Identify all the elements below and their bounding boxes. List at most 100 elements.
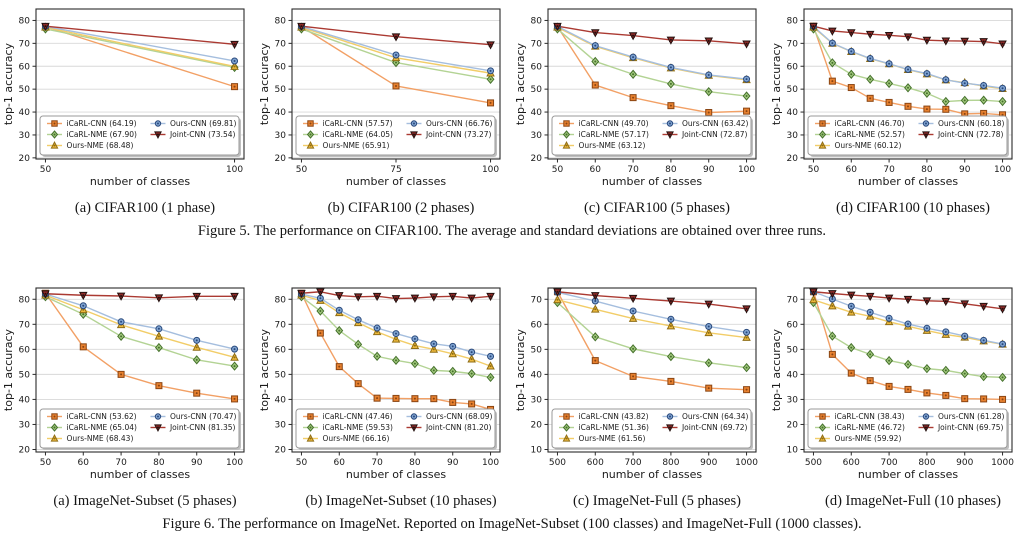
chart-cifar100-1-phase: 20 30 40 50 60 70 80 50 100 number of classes top-…	[2, 8, 245, 188]
chart-cifar100-5-phases: 20 30 40 50 60 70 80 50 60 70 80 90 100 number of cla…	[514, 8, 757, 188]
svg-text:iCaRL-NME (59.53): iCaRL-NME (59.53)	[323, 423, 393, 432]
svg-text:top-1 accuracy: top-1 accuracy	[770, 328, 783, 411]
chart-cell-cifar100-5-phases: 20 30 40 50 60 70 80 50 60 70 80 90 100 number of cla…	[512, 3, 768, 217]
svg-text:iCaRL-NME (57.17): iCaRL-NME (57.17)	[579, 130, 649, 139]
svg-text:60: 60	[531, 62, 543, 72]
svg-text:800: 800	[918, 458, 935, 468]
svg-text:50: 50	[275, 370, 287, 380]
svg-text:number of classes: number of classes	[90, 175, 191, 188]
svg-text:Joint-CNN (72.87): Joint-CNN (72.87)	[681, 130, 748, 139]
svg-text:70: 70	[627, 165, 639, 175]
chart-cell-imagenet-subset-10-phases: 20 30 40 50 60 70 80 50 60 70 80 90 100 number of cla…	[256, 282, 512, 510]
svg-text:30: 30	[787, 395, 799, 405]
svg-text:80: 80	[409, 458, 421, 468]
svg-text:80: 80	[531, 16, 543, 26]
chart-cell-imagenet-subset-5-phases: 20 30 40 50 60 70 80 50 60 70 80 90 100 number of cla…	[0, 282, 256, 510]
svg-text:20: 20	[787, 420, 799, 430]
svg-text:40: 40	[787, 108, 799, 118]
svg-text:40: 40	[275, 395, 287, 405]
svg-text:50: 50	[787, 85, 799, 95]
svg-text:iCaRL-CNN (64.19): iCaRL-CNN (64.19)	[67, 119, 137, 128]
svg-text:number of classes: number of classes	[602, 468, 703, 481]
svg-text:50: 50	[40, 458, 52, 468]
svg-text:number of classes: number of classes	[858, 175, 959, 188]
svg-text:40: 40	[531, 370, 543, 380]
chart-cell-imagenet-full-10-phases: 10 20 30 40 50 60 70 500 600 700 800 900 1000 number …	[768, 282, 1024, 510]
svg-text:70: 70	[787, 295, 799, 305]
svg-text:40: 40	[275, 108, 287, 118]
svg-text:Joint-CNN (72.78): Joint-CNN (72.78)	[937, 130, 1004, 139]
svg-text:number of classes: number of classes	[858, 468, 959, 481]
svg-text:50: 50	[19, 370, 31, 380]
svg-text:Ours-CNN (64.34): Ours-CNN (64.34)	[682, 412, 749, 421]
svg-text:Ours-CNN (70.47): Ours-CNN (70.47)	[170, 412, 237, 421]
svg-text:60: 60	[787, 320, 799, 330]
svg-text:Ours-NME (68.48): Ours-NME (68.48)	[67, 141, 134, 150]
subcaption-cifar100-5-phases: (c) CIFAR100 (5 phases)	[584, 200, 730, 216]
chart-imagenet-full-5-phases: 10 20 30 40 50 60 70 500 600 700 800 900 1000 number …	[514, 287, 758, 481]
svg-text:80: 80	[921, 165, 933, 175]
svg-text:iCaRL-CNN (57.57): iCaRL-CNN (57.57)	[323, 119, 393, 128]
svg-text:Ours-NME (65.91): Ours-NME (65.91)	[323, 141, 390, 150]
svg-text:Joint-CNN (73.54): Joint-CNN (73.54)	[169, 130, 236, 139]
svg-text:top-1 accuracy: top-1 accuracy	[258, 42, 271, 125]
svg-text:80: 80	[275, 295, 287, 305]
svg-text:50: 50	[40, 165, 52, 175]
svg-text:80: 80	[787, 16, 799, 26]
figure5-caption: Figure 5. The performance on CIFAR100. T…	[197, 223, 827, 239]
svg-text:70: 70	[787, 39, 799, 49]
svg-text:100: 100	[482, 165, 499, 175]
svg-text:top-1 accuracy: top-1 accuracy	[258, 328, 271, 411]
svg-text:900: 900	[700, 458, 717, 468]
svg-text:50: 50	[531, 345, 543, 355]
svg-text:60: 60	[275, 345, 287, 355]
chart-cell-cifar100-10-phases: 20 30 40 50 60 70 80 50 60 70 80 90 100 number of cla…	[768, 3, 1024, 217]
svg-text:Joint-CNN (81.20): Joint-CNN (81.20)	[425, 423, 492, 432]
svg-text:500: 500	[805, 458, 822, 468]
svg-text:80: 80	[19, 295, 31, 305]
svg-text:100: 100	[994, 165, 1011, 175]
svg-text:10: 10	[531, 445, 543, 455]
svg-text:90: 90	[703, 165, 715, 175]
svg-text:60: 60	[334, 458, 346, 468]
svg-text:iCaRL-CNN (49.70): iCaRL-CNN (49.70)	[579, 119, 649, 128]
svg-text:Ours-NME (61.56): Ours-NME (61.56)	[579, 434, 646, 443]
svg-text:iCaRL-NME (52.57): iCaRL-NME (52.57)	[835, 130, 905, 139]
chart-cell-imagenet-full-5-phases: 10 20 30 40 50 60 70 500 600 700 800 900 1000 number …	[512, 282, 768, 510]
svg-text:70: 70	[531, 39, 543, 49]
svg-text:50: 50	[275, 85, 287, 95]
svg-text:40: 40	[19, 108, 31, 118]
svg-text:50: 50	[531, 85, 543, 95]
chart-imagenet-full-10-phases: 10 20 30 40 50 60 70 500 600 700 800 900 1000 number …	[770, 287, 1014, 481]
figure6-block: 20 30 40 50 60 70 80 50 60 70 80 90 100 number of cla…	[0, 282, 1024, 533]
svg-text:number of classes: number of classes	[90, 468, 191, 481]
svg-text:90: 90	[959, 165, 971, 175]
svg-text:600: 600	[587, 458, 604, 468]
chart-cifar100-10-phases: 20 30 40 50 60 70 80 50 60 70 80 90 100 number of cla…	[770, 8, 1013, 188]
svg-text:30: 30	[19, 131, 31, 141]
svg-text:Ours-NME (63.12): Ours-NME (63.12)	[579, 141, 646, 150]
svg-text:30: 30	[531, 131, 543, 141]
svg-text:60: 60	[78, 458, 90, 468]
svg-text:20: 20	[787, 154, 799, 164]
svg-text:iCaRL-CNN (38.43): iCaRL-CNN (38.43)	[835, 412, 905, 421]
svg-text:20: 20	[531, 154, 543, 164]
svg-text:iCaRL-NME (67.90): iCaRL-NME (67.90)	[67, 130, 137, 139]
svg-text:70: 70	[883, 165, 895, 175]
figure6-charts-row: 20 30 40 50 60 70 80 50 60 70 80 90 100 number of cla…	[0, 282, 1024, 510]
svg-text:80: 80	[665, 165, 677, 175]
svg-text:50: 50	[296, 165, 308, 175]
svg-text:70: 70	[115, 458, 127, 468]
svg-text:70: 70	[275, 39, 287, 49]
svg-text:20: 20	[531, 420, 543, 430]
svg-text:number of classes: number of classes	[346, 175, 447, 188]
svg-text:500: 500	[549, 458, 566, 468]
svg-text:60: 60	[590, 165, 602, 175]
svg-text:50: 50	[19, 85, 31, 95]
subcaption-cifar100-2-phases: (b) CIFAR100 (2 phases)	[327, 200, 475, 216]
figure5-charts-row: 20 30 40 50 60 70 80 50 100 number of classes top-…	[0, 3, 1024, 217]
figure6-caption: Figure 6. The performance on ImageNet. R…	[162, 516, 862, 532]
chart-cell-cifar100-1-phase: 20 30 40 50 60 70 80 50 100 number of classes top-…	[0, 3, 256, 217]
svg-text:Ours-CNN (60.18): Ours-CNN (60.18)	[938, 119, 1005, 128]
